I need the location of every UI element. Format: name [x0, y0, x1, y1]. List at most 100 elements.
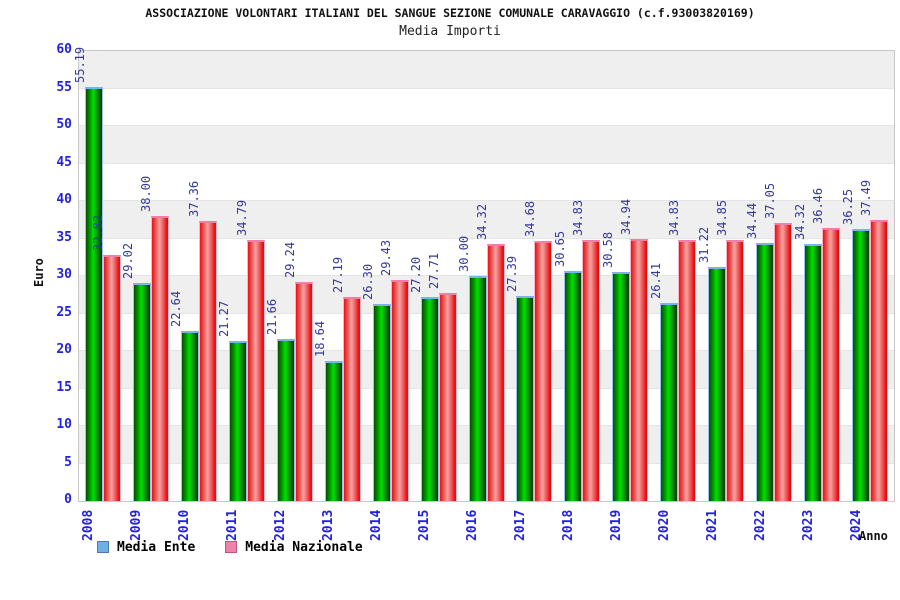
bar-media-ente-2014 [372, 303, 391, 501]
y-tick-label: 25 [56, 304, 72, 320]
bar-value-label: 34.44 [744, 202, 759, 239]
bar-media-nazionale-2011 [246, 240, 265, 501]
bar-media-nazionale-2020 [678, 239, 697, 501]
bar-media-ente-2008 [84, 87, 103, 501]
y-axis-title: Euro [32, 258, 46, 287]
x-tick-label-2019: 2019 [608, 509, 624, 541]
bar-value-label: 55.19 [73, 46, 88, 84]
bar-media-ente-2019 [612, 271, 631, 501]
x-tick-label-2010: 2010 [177, 509, 193, 541]
bar-media-nazionale-2015 [438, 293, 457, 501]
bar-media-nazionale-2012 [294, 281, 313, 501]
plot-band [79, 88, 894, 126]
bar-value-label: 37.36 [187, 180, 202, 217]
gridline [79, 200, 894, 201]
bar-media-ente-2010 [180, 331, 199, 501]
legend-label-media-nazionale: Media Nazionale [245, 539, 363, 555]
bar-media-ente-2015 [420, 297, 439, 501]
legend: Media Ente Media Nazionale [97, 539, 385, 555]
bar-value-label: 34.32 [475, 203, 489, 240]
bar-value-label: 27.71 [427, 253, 442, 290]
gridline [79, 162, 894, 164]
bar-value-label: 37.05 [762, 183, 777, 220]
x-tick-label-2013: 2013 [321, 509, 337, 541]
x-tick-label-2020: 2020 [656, 509, 672, 541]
bar-media-nazionale-2022 [774, 223, 793, 501]
bar-value-label: 38.00 [139, 175, 154, 212]
bar-media-nazionale-2009 [150, 216, 169, 501]
x-tick-label-2022: 2022 [752, 509, 768, 541]
bar-media-ente-2009 [132, 283, 151, 501]
bar-value-label: 18.64 [313, 321, 328, 358]
bar-value-label: 34.68 [522, 200, 537, 237]
x-tick-label-2012: 2012 [273, 509, 289, 541]
bar-media-nazionale-2019 [630, 238, 649, 501]
x-tick-label-2018: 2018 [560, 509, 576, 541]
bar-value-label: 27.19 [331, 256, 346, 294]
gridline [79, 125, 894, 126]
bar-value-label: 34.32 [792, 203, 807, 240]
y-tick-label: 60 [56, 42, 72, 57]
bar-media-ente-2023 [804, 243, 823, 501]
bar-media-ente-2018 [564, 271, 583, 501]
bar-value-label: 29.02 [121, 243, 136, 280]
y-tick-label: 30 [56, 267, 72, 282]
bar-media-ente-2020 [660, 302, 679, 501]
plot-band [79, 126, 894, 164]
x-axis-title: Anno [859, 529, 888, 543]
x-tick-label-2023: 2023 [800, 509, 816, 541]
y-tick-label: 0 [64, 492, 72, 507]
bar-value-label: 26.41 [648, 262, 663, 299]
x-tick-label-2017: 2017 [512, 509, 528, 541]
bar-value-label: 36.46 [810, 187, 825, 224]
bar-value-label: 30.65 [552, 231, 567, 268]
bar-media-ente-2012 [276, 338, 295, 501]
bar-media-nazionale-2010 [198, 220, 217, 501]
bar-media-ente-2021 [708, 266, 727, 501]
y-tick-label: 10 [56, 417, 72, 432]
y-tick-label: 40 [56, 192, 72, 207]
bar-media-nazionale-2014 [390, 280, 409, 501]
plot-band [79, 163, 894, 201]
bar-media-ente-2016 [468, 276, 487, 501]
bar-value-label: 34.83 [570, 199, 585, 236]
x-tick-label-2015: 2015 [417, 509, 433, 541]
bar-value-label: 34.83 [666, 199, 681, 236]
bar-value-label: 32.82 [91, 214, 106, 251]
bar-value-label: 29.43 [379, 240, 394, 277]
y-tick-label: 50 [56, 117, 72, 132]
y-tick-label: 20 [56, 342, 72, 357]
bar-media-nazionale-2013 [342, 297, 361, 501]
bar-value-label: 34.79 [235, 199, 250, 237]
bar-value-label: 37.49 [858, 179, 873, 216]
x-tick-label-2009: 2009 [129, 509, 145, 541]
bar-value-label: 26.30 [361, 263, 376, 300]
bar-media-ente-2024 [852, 229, 871, 501]
plot-area: 55.19 32.82 29.02 38.00 22.64 37.36 21.27 34.79… [73, 47, 895, 502]
bar-value-label: 29.24 [283, 241, 298, 278]
bar-media-nazionale-2023 [822, 227, 841, 501]
bar-media-nazionale-2018 [582, 239, 601, 501]
bar-value-label: 22.64 [169, 291, 184, 328]
bar-value-label: 27.39 [504, 255, 519, 292]
y-tick-label: 45 [56, 154, 72, 170]
bar-value-label: 21.27 [217, 301, 232, 338]
gridline [79, 87, 894, 89]
bar-media-ente-2022 [756, 242, 775, 501]
x-tick-label-2014: 2014 [369, 509, 385, 541]
legend-label-media-ente: Media Ente [117, 539, 196, 555]
bar-media-ente-2017 [516, 295, 535, 501]
bar-media-nazionale-2024 [870, 219, 889, 501]
y-tick-label: 5 [64, 454, 72, 470]
gridline [79, 237, 894, 239]
x-tick-label-2008: 2008 [81, 509, 97, 541]
bar-media-nazionale-2008 [102, 254, 121, 501]
bar-media-nazionale-2016 [486, 243, 505, 501]
y-tick-label: 35 [56, 229, 72, 245]
bar-media-ente-2011 [228, 341, 247, 501]
bar-value-label: 27.20 [409, 256, 424, 293]
x-tick-label-2011: 2011 [225, 509, 241, 541]
chart-subtitle: Media Importi [399, 24, 501, 39]
legend-swatch-media-ente [97, 541, 109, 553]
